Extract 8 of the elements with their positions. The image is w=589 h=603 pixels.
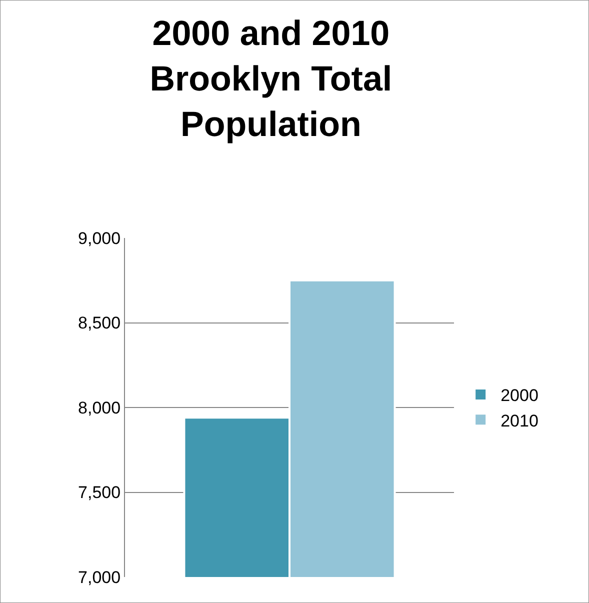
- y-tick-label: 8,000: [78, 398, 121, 418]
- y-tick-label: 7,500: [78, 483, 121, 502]
- legend-label: 2000: [500, 386, 538, 406]
- legend-label: 2010: [500, 411, 538, 430]
- chart-title: 2000 and 2010 Brooklyn Total Population: [150, 14, 392, 144]
- y-tick-label: 7,000: [78, 568, 121, 587]
- y-tick-label: 8,500: [78, 314, 121, 333]
- y-tick-label: 9,000: [78, 228, 121, 248]
